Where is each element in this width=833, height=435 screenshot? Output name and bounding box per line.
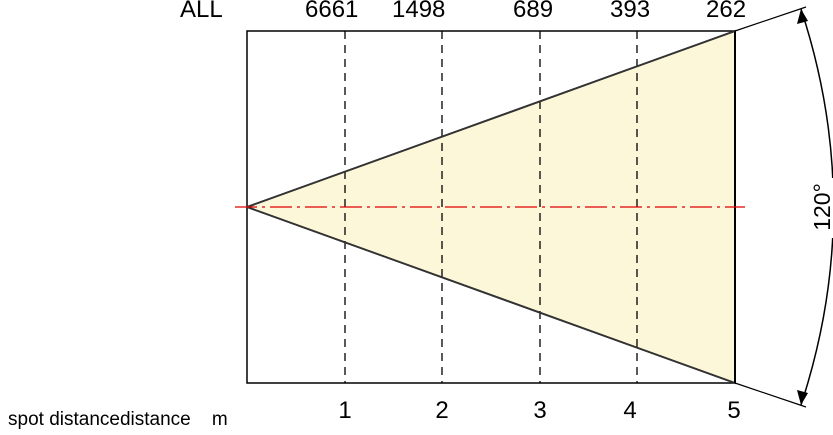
beam-edge-lower	[246, 206, 736, 384]
angle-label: 120°	[809, 183, 833, 231]
distance-caption: spot distancedistance m	[8, 409, 228, 430]
top-value-3: 689	[513, 0, 553, 23]
distance-tick-3: 3	[533, 397, 546, 424]
top-value-5: 262	[706, 0, 746, 23]
angle-extension-top	[734, 6, 807, 32]
angle-extension-bottom	[734, 382, 807, 408]
distance-tick-1: 1	[338, 397, 351, 424]
top-row-label: ALL	[180, 0, 223, 23]
angle-arrowhead-bottom	[797, 390, 808, 405]
top-value-4: 393	[610, 0, 650, 23]
top-value-1: 6661	[305, 0, 358, 23]
angle-label-bg	[818, 178, 833, 238]
angle-arrowhead-top	[797, 9, 808, 24]
distance-tick-4: 4	[623, 397, 636, 424]
distance-tick-2: 2	[435, 397, 448, 424]
distance-tick-5: 5	[727, 397, 740, 424]
beam-edge-upper	[246, 30, 736, 208]
angle-arc	[800, 8, 833, 406]
top-value-2: 1498	[392, 0, 445, 23]
